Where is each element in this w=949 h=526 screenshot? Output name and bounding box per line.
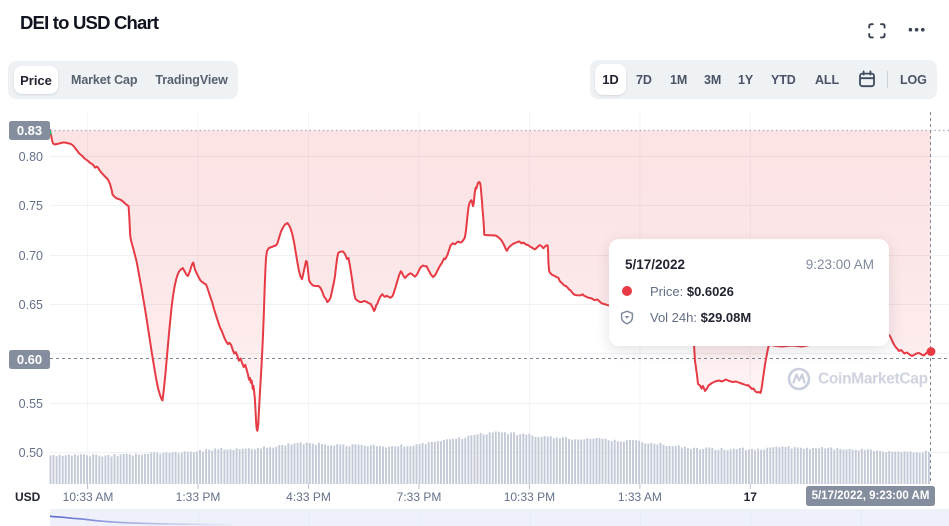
svg-text:CoinMarketCap: CoinMarketCap <box>818 371 928 388</box>
